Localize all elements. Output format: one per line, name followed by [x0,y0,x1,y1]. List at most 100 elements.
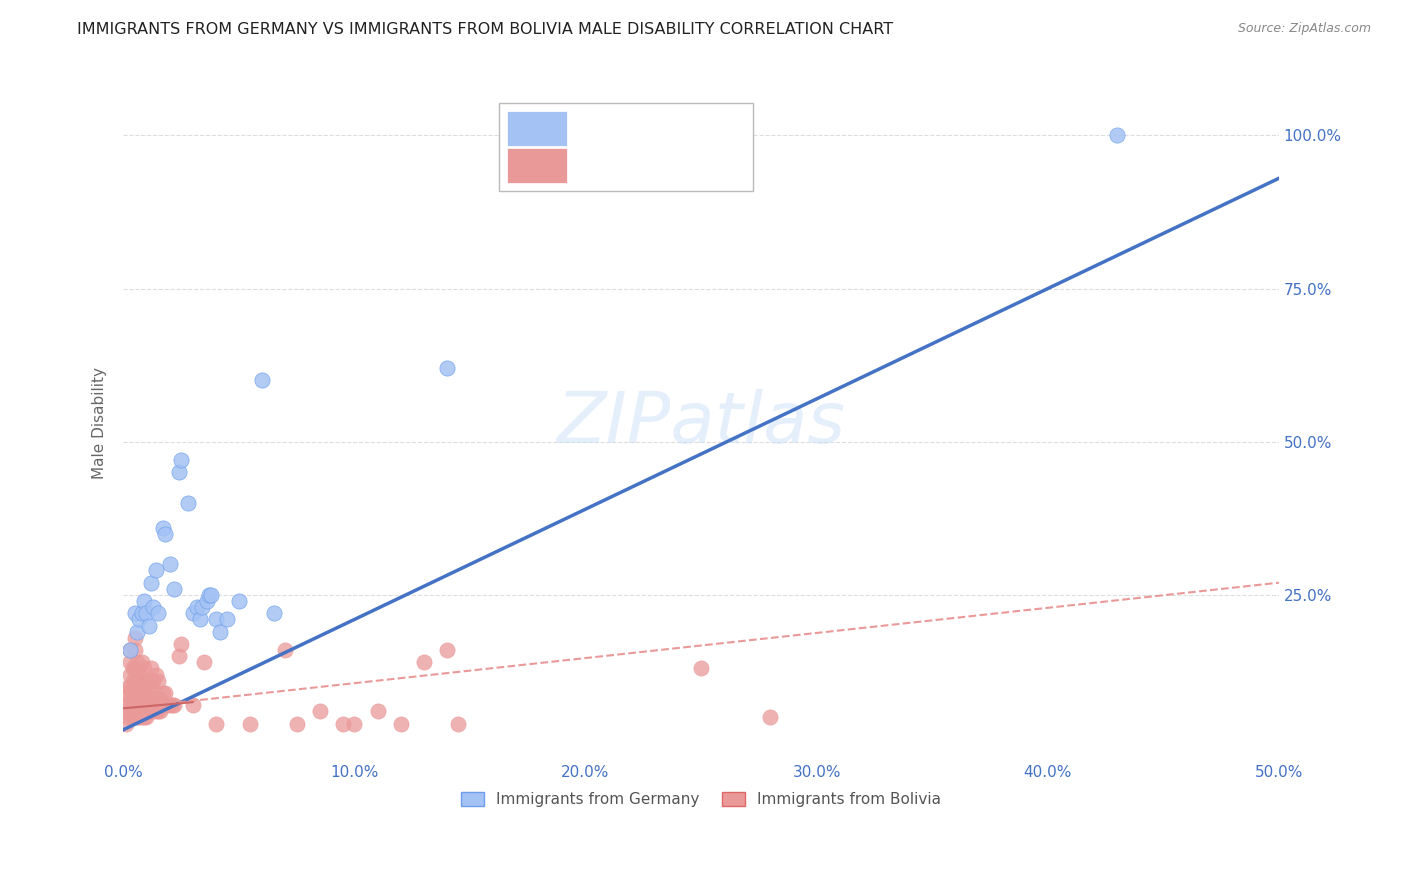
Legend: Immigrants from Germany, Immigrants from Bolivia: Immigrants from Germany, Immigrants from… [454,786,948,814]
Text: N =: N = [658,159,692,173]
Point [124,710,146,724]
Point [263,607,285,621]
Point [149,692,172,706]
Point [131,710,153,724]
Point [121,686,143,700]
Point [124,698,146,713]
Point [121,673,143,688]
Point [124,643,146,657]
Point [149,704,172,718]
Point [128,698,150,713]
Point [146,607,169,621]
Point [139,704,162,718]
Point [127,686,149,700]
Point [117,698,139,713]
Point [274,643,297,657]
Point [124,661,146,675]
Point [204,612,226,626]
Point [124,686,146,700]
Point [120,643,142,657]
Point [170,453,193,467]
Point [142,600,165,615]
Point [436,361,458,376]
Point [132,698,155,713]
Text: R =: R = [576,121,609,136]
Point [131,656,153,670]
Text: IMMIGRANTS FROM GERMANY VS IMMIGRANTS FROM BOLIVIA MALE DISABILITY CORRELATION C: IMMIGRANTS FROM GERMANY VS IMMIGRANTS FR… [77,22,893,37]
Point [114,704,136,718]
Point [117,680,139,694]
Point [193,656,215,670]
Point [367,704,389,718]
Point [153,698,176,713]
Point [186,600,208,615]
Point [152,698,174,713]
Point [156,698,179,713]
Point [135,673,157,688]
Point [128,710,150,724]
Point [160,698,183,713]
Point [198,588,221,602]
Point [152,686,174,700]
Point [135,686,157,700]
Text: 0.148: 0.148 [612,159,659,173]
Point [308,704,330,718]
Point [200,588,222,602]
Point [447,716,470,731]
Point [139,692,162,706]
Point [139,680,162,694]
Point [120,667,142,681]
Point [389,716,412,731]
Point [152,520,174,534]
Point [121,710,143,724]
Point [759,710,782,724]
Point [153,686,176,700]
Point [153,526,176,541]
Point [343,716,366,731]
Point [285,716,308,731]
Point [135,710,157,724]
Point [138,680,160,694]
Text: ZIPatlas: ZIPatlas [557,389,845,458]
Point [128,686,150,700]
Point [167,649,190,664]
Text: 91: 91 [693,159,714,173]
Point [124,607,146,621]
Point [121,661,143,675]
FancyBboxPatch shape [508,112,567,146]
Point [146,704,169,718]
Point [217,612,239,626]
Point [167,466,190,480]
Point [145,704,167,718]
Point [138,692,160,706]
Point [114,716,136,731]
Point [209,624,232,639]
Point [132,661,155,675]
Point [132,686,155,700]
Point [142,704,165,718]
Point [181,607,204,621]
Point [145,692,167,706]
Point [131,607,153,621]
Text: Source: ZipAtlas.com: Source: ZipAtlas.com [1237,22,1371,36]
Text: N =: N = [658,121,692,136]
Point [120,656,142,670]
Point [239,716,262,731]
Point [120,704,142,718]
Point [124,673,146,688]
Point [132,710,155,724]
Point [188,612,211,626]
Point [139,661,162,675]
Point [436,643,458,657]
Point [163,582,186,596]
Point [145,563,167,577]
Point [332,716,354,731]
Point [128,612,150,626]
Point [142,692,165,706]
Point [228,594,250,608]
Point [117,710,139,724]
Y-axis label: Male Disability: Male Disability [93,368,107,479]
Point [146,692,169,706]
Point [146,673,169,688]
Point [138,704,160,718]
